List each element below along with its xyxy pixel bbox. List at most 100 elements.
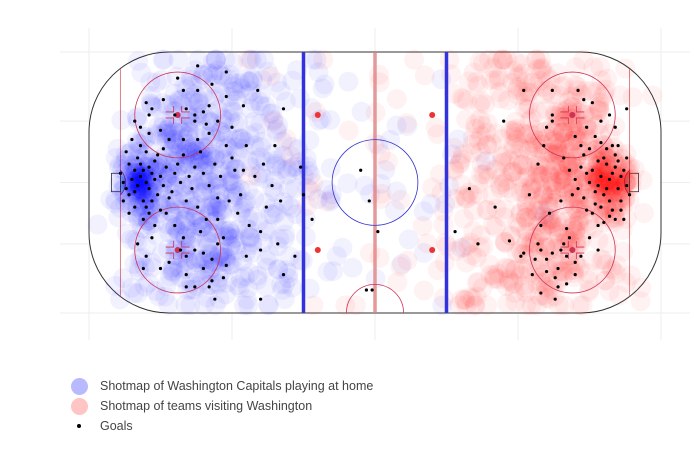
home-shot [199, 102, 220, 123]
home-shot [200, 194, 221, 215]
home-shot [193, 263, 214, 284]
away-shot [502, 72, 523, 93]
away-shot [589, 98, 610, 119]
away-shot [619, 156, 640, 177]
home-shot [141, 85, 162, 106]
away-shot [544, 122, 565, 143]
home-shot [139, 140, 160, 161]
goal-point [619, 208, 623, 212]
legend-item-goals[interactable]: Goals [70, 416, 373, 436]
goal-point [198, 230, 203, 234]
away-shot [533, 142, 554, 163]
away-shot [521, 136, 542, 157]
home-shot [240, 228, 261, 249]
home-shot [250, 113, 271, 134]
away-shot [592, 168, 613, 189]
home-shot [194, 249, 215, 270]
home-shot [150, 149, 171, 170]
away-shot [497, 178, 518, 199]
away-shot [454, 185, 475, 206]
goal-point [602, 156, 606, 160]
home-shot [282, 277, 303, 298]
home-shot [138, 272, 159, 293]
home-shot [247, 265, 268, 286]
home-shot [138, 190, 159, 211]
home-shot [141, 94, 162, 115]
home-shot [163, 129, 184, 150]
away-shot [545, 102, 566, 123]
away-shot [540, 69, 561, 90]
home-shot [186, 215, 207, 236]
away-shot [494, 199, 515, 220]
legend-item-home[interactable]: Shotmap of Washington Capitals playing a… [70, 376, 373, 396]
home-shot [320, 189, 341, 210]
home-shot [156, 153, 177, 174]
home-shot [384, 200, 405, 221]
home-shot [178, 250, 199, 271]
home-shot [306, 49, 327, 70]
home-shot [152, 92, 173, 113]
away-shot [606, 181, 627, 202]
home-shot [129, 134, 150, 155]
home-shot [204, 150, 225, 171]
away-shot [548, 260, 569, 281]
home-shot [323, 261, 344, 282]
away-shot [530, 246, 551, 267]
away-shot [612, 220, 633, 241]
home-shot [196, 249, 217, 270]
home-shot [126, 108, 147, 129]
home-shot [212, 200, 233, 221]
away-shot [510, 240, 531, 261]
home-shot [252, 69, 273, 90]
home-shot [182, 228, 203, 249]
away-shot [578, 270, 599, 291]
home-shot [223, 73, 244, 94]
goal-point [207, 183, 211, 188]
away-shot [491, 128, 512, 149]
away-shot [593, 249, 614, 270]
neutral-faceoff-dot [429, 247, 436, 254]
away-shot [596, 184, 617, 205]
goal-point [213, 162, 217, 166]
away-shot [565, 57, 586, 78]
away-shot [470, 109, 491, 130]
goal-net [629, 172, 639, 193]
goal-point [590, 168, 594, 172]
home-shot [115, 192, 136, 213]
home-shot [181, 69, 202, 90]
goal-point [587, 147, 592, 151]
away-shot [509, 137, 530, 158]
home-shot [134, 190, 155, 211]
home-shot [111, 181, 132, 202]
home-shot [186, 195, 207, 216]
goal-point [133, 205, 137, 209]
home-shot [278, 178, 299, 199]
away-shot [422, 177, 443, 198]
away-shot [497, 170, 518, 191]
away-shot [567, 76, 588, 97]
goal-point [605, 162, 609, 166]
away-shot [535, 237, 556, 258]
away-shot [541, 186, 562, 207]
away-shot [463, 220, 484, 241]
away-shot [483, 58, 504, 79]
away-shot [517, 201, 538, 222]
away-shot [495, 232, 516, 253]
away-shot [499, 271, 520, 292]
home-shot [155, 286, 176, 307]
away-shot [518, 94, 539, 115]
home-shot [202, 251, 223, 272]
home-shot [208, 60, 229, 81]
goal-point [622, 168, 626, 172]
away-shot [444, 160, 465, 181]
away-shot [582, 162, 603, 183]
home-shot [124, 162, 145, 183]
away-shot [482, 185, 503, 206]
away-shot [544, 145, 565, 166]
goal-point [147, 165, 151, 169]
goal-point [276, 242, 280, 246]
home-shot [296, 148, 317, 169]
legend-item-away[interactable]: Shotmap of teams visiting Washington [70, 396, 373, 416]
home-shot [132, 165, 153, 186]
away-shot [512, 63, 533, 84]
